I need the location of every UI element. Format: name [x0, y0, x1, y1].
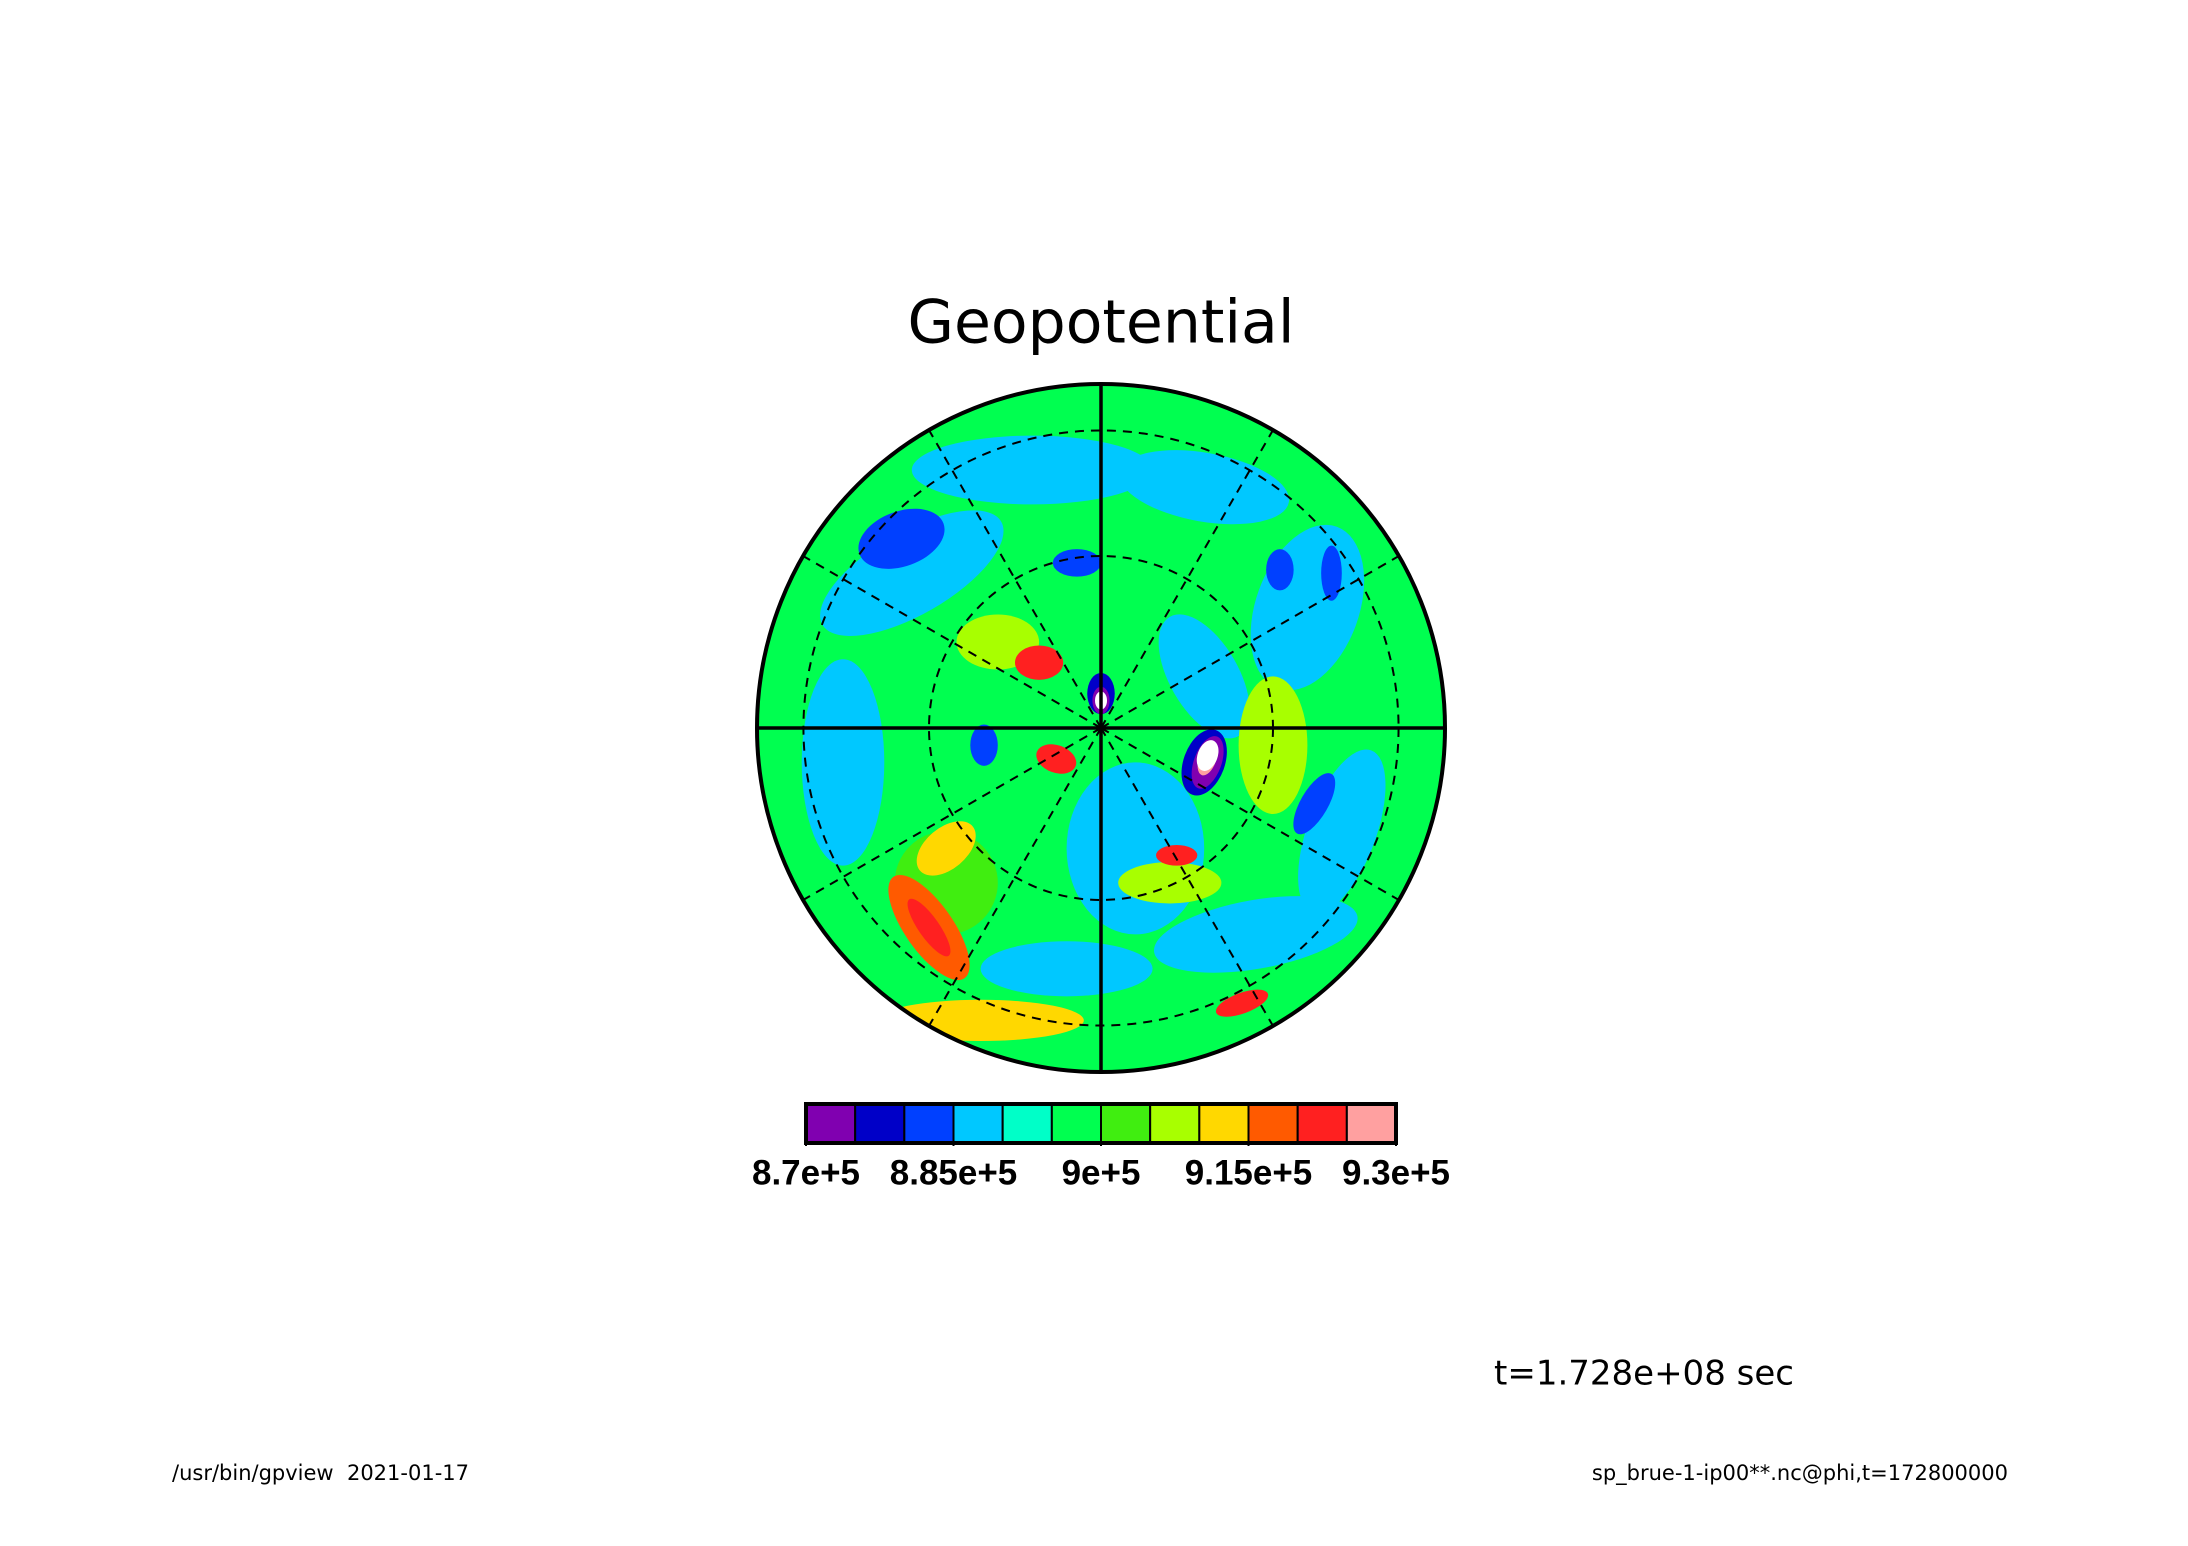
contour-patch [1118, 862, 1222, 904]
contour-patch [1156, 844, 1198, 866]
contour-patch [1052, 549, 1102, 577]
colorbar-box [1296, 1103, 1348, 1144]
colorbar-label: 8.7e+5 [752, 1153, 860, 1192]
colorbar-box [1100, 1103, 1152, 1144]
colorbar-label: 9.15e+5 [1185, 1153, 1313, 1192]
colorbar-box [1247, 1103, 1299, 1144]
colorbar-box [903, 1103, 955, 1144]
contour-patch [1298, 749, 1386, 913]
footer-right: sp_brue-1-ip00**.nc@phi,t=172800000 [1592, 1461, 2008, 1486]
time-annotation: t=1.728e+08 sec [1494, 1354, 1794, 1394]
contour-patch [1014, 645, 1064, 680]
contour-patch [907, 898, 951, 957]
undefined-region [1196, 740, 1219, 771]
colorbar-box [805, 1103, 857, 1144]
colorbar-label: 9e+5 [1062, 1153, 1141, 1192]
colorbar-box [1149, 1103, 1201, 1144]
contour-patch [916, 821, 976, 876]
colorbar-box [1050, 1103, 1103, 1144]
colorbar-box [854, 1103, 906, 1144]
map-border [755, 382, 1447, 1074]
contour-patch [801, 659, 885, 866]
contour-patch [1036, 744, 1077, 774]
contour-patch [911, 435, 1153, 505]
contour-patch [1153, 896, 1358, 973]
contour-patch [877, 999, 1084, 1042]
colorbar-box [1001, 1103, 1053, 1144]
colorbar-box [952, 1103, 1004, 1144]
contour-patch [1266, 549, 1294, 591]
contour-patch [1293, 773, 1336, 835]
map-grid [755, 382, 1447, 1074]
colorbar-box [1198, 1103, 1250, 1144]
footer-left: /usr/bin/gpview 2021-01-17 [172, 1461, 469, 1485]
contour-patch [820, 510, 1004, 636]
chart-title: Geopotential [907, 288, 1294, 358]
contour-patch [970, 724, 998, 766]
contour-patch [1321, 545, 1342, 601]
colorbar-box [1345, 1103, 1398, 1144]
contour-patch [1158, 614, 1250, 739]
contour-patch [858, 508, 945, 569]
colorbar-label: 9.3e+5 [1342, 1153, 1450, 1192]
colorbar-label: 8.85e+5 [890, 1153, 1018, 1192]
contour-patch [980, 941, 1153, 997]
colorbar: 8.7e+5 8.85e+5 9e+5 9.15e+5 9.3e+5 [752, 1102, 1450, 1192]
